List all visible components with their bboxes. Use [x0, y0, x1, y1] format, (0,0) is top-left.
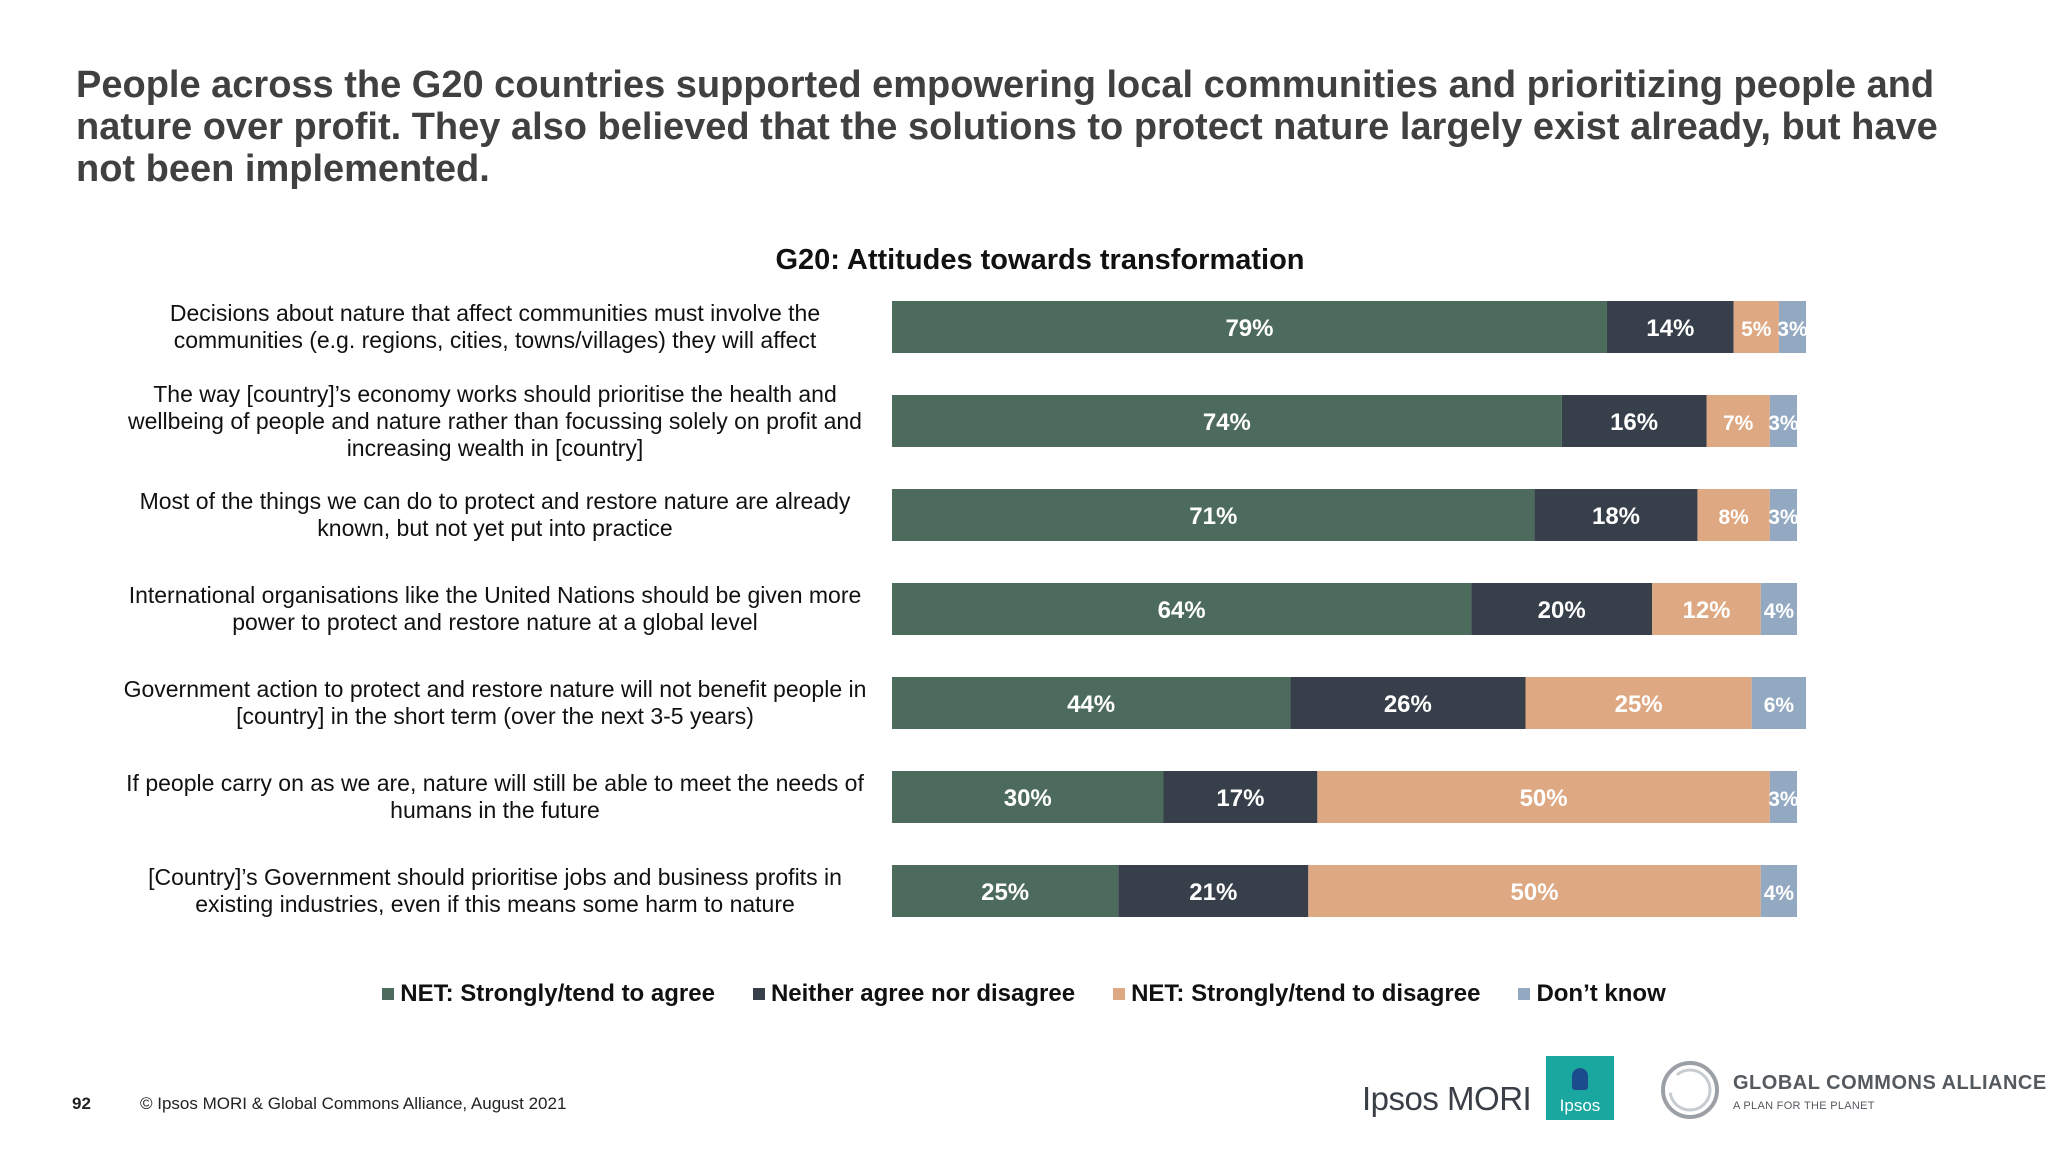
bar-segment	[1769, 771, 1797, 823]
data-label: 3%	[1768, 412, 1799, 435]
bar-segment	[1778, 301, 1807, 353]
bar-segment	[1760, 865, 1797, 917]
gca-ring-icon	[1661, 1061, 1719, 1119]
bar-segment	[892, 489, 1535, 541]
legend-swatch	[1518, 988, 1531, 1000]
data-label: 25%	[981, 879, 1029, 906]
legend-label: Don’t know	[1536, 980, 1666, 1007]
page-number: 92	[72, 1094, 91, 1113]
row-label: International organisations like the Uni…	[128, 582, 862, 635]
chart-title: G20: Attitudes towards transformation	[775, 244, 1305, 276]
legend-item: NET: Strongly/tend to agree	[382, 980, 715, 1008]
legend-item: Don’t know	[1518, 980, 1666, 1008]
data-label: 44%	[1067, 691, 1115, 718]
bar-segment	[1118, 865, 1309, 917]
gca-logo-tagline: A PLAN FOR THE PLANET	[1733, 1100, 1875, 1112]
data-label: 5%	[1741, 318, 1772, 341]
gca-logo-name: GLOBAL COMMONS ALLIANCE	[1733, 1072, 2047, 1094]
data-label: 79%	[1225, 315, 1273, 342]
copyright-text: © Ipsos MORI & Global Commons Alliance, …	[140, 1094, 567, 1113]
bar-segment	[1534, 489, 1698, 541]
legend-label: NET: Strongly/tend to agree	[400, 980, 715, 1007]
chart-legend: NET: Strongly/tend to agree Neither agree…	[0, 980, 2048, 1008]
row-label: The way [country]’s economy works should…	[128, 380, 862, 461]
data-label: 21%	[1189, 879, 1237, 906]
data-label: 20%	[1538, 597, 1586, 624]
bar-segment	[1471, 583, 1653, 635]
ipsos-logo: Ipsos	[1546, 1056, 1614, 1120]
data-label: 4%	[1764, 600, 1795, 623]
data-label: 17%	[1216, 785, 1264, 812]
bar-segment	[1308, 865, 1761, 917]
bar-segment	[892, 301, 1607, 353]
row-label: If people carry on as we are, nature wil…	[126, 770, 864, 823]
data-label: 12%	[1682, 597, 1730, 624]
legend-swatch	[752, 988, 765, 1000]
ipsos-mori-logo: Ipsos MORI	[1362, 1080, 1532, 1117]
ipsos-logo-mark	[1572, 1068, 1588, 1090]
bar-segment	[892, 395, 1562, 447]
bar-segment	[1769, 395, 1797, 447]
data-label: 25%	[1615, 691, 1663, 718]
bar-segment	[1697, 489, 1770, 541]
bar-segment	[892, 677, 1291, 729]
row-label: Decisions about nature that affect commu…	[169, 300, 821, 353]
bar-segment	[892, 865, 1119, 917]
legend-item: Neither agree nor disagree	[752, 980, 1076, 1008]
bar-segment	[1317, 771, 1770, 823]
bar-segment	[1733, 301, 1779, 353]
row-label: [Country]’s Government should prioritise…	[148, 864, 842, 917]
slide-headline: People across the G20 countries supporte…	[76, 64, 1938, 190]
data-label: 8%	[1718, 506, 1749, 529]
data-label: 6%	[1764, 694, 1795, 717]
data-label: 30%	[1004, 785, 1052, 812]
data-label: 16%	[1610, 409, 1658, 436]
bar-segment	[1769, 489, 1797, 541]
data-label: 14%	[1646, 315, 1694, 342]
data-label: 7%	[1723, 412, 1754, 435]
bar-segment	[892, 583, 1472, 635]
data-label: 3%	[1768, 506, 1799, 529]
bar-segment	[1760, 583, 1797, 635]
legend-swatch	[1113, 988, 1126, 1000]
data-label: 74%	[1203, 409, 1251, 436]
bar-segment	[1561, 395, 1707, 447]
bar-segment	[1163, 771, 1318, 823]
data-label: 3%	[1768, 788, 1799, 811]
bar-segment	[1290, 677, 1526, 729]
data-label: 50%	[1511, 879, 1559, 906]
data-label: 71%	[1189, 503, 1237, 530]
data-label: 18%	[1592, 503, 1640, 530]
bar-segment	[1751, 677, 1807, 729]
bar-segment	[1652, 583, 1761, 635]
data-label: 26%	[1384, 691, 1432, 718]
legend-item: NET: Strongly/tend to disagree	[1113, 980, 1480, 1008]
bar-segment	[1706, 395, 1770, 447]
data-label: 50%	[1520, 785, 1568, 812]
row-label: Government action to protect and restore…	[123, 676, 867, 729]
data-label: 3%	[1777, 318, 1808, 341]
bar-segment	[1606, 301, 1734, 353]
bar-segment	[892, 771, 1164, 823]
legend-label: NET: Strongly/tend to disagree	[1131, 980, 1481, 1007]
legend-label: Neither agree nor disagree	[770, 980, 1076, 1007]
data-label: 4%	[1764, 882, 1795, 905]
legend-swatch	[382, 988, 395, 1000]
ipsos-logo-text: Ipsos	[1559, 1096, 1601, 1115]
bar-segment	[1525, 677, 1752, 729]
data-label: 64%	[1158, 597, 1206, 624]
row-label: Most of the things we can do to protect …	[139, 488, 851, 541]
